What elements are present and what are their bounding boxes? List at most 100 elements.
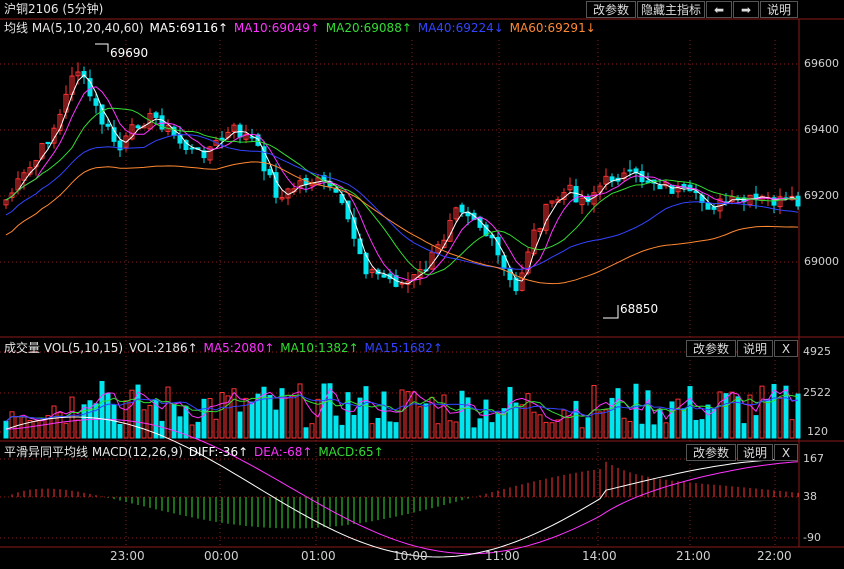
price-tick: 69000	[804, 255, 839, 268]
candle-body	[243, 133, 249, 140]
hide-main-indicator-button[interactable]: 隐藏主指标	[637, 1, 705, 18]
candle-body	[729, 196, 735, 202]
volume-bar	[771, 383, 777, 439]
volume-tick: 120	[807, 425, 828, 438]
candle-body	[441, 239, 447, 248]
candle-body	[273, 172, 279, 198]
ma-line	[5, 86, 799, 281]
candle-body	[537, 228, 543, 232]
volume-bar	[609, 397, 615, 439]
volume-bar	[243, 397, 249, 439]
volume-bar	[123, 400, 129, 439]
candle-body	[183, 140, 189, 151]
volume-bar	[501, 408, 507, 439]
candle-body	[681, 183, 687, 189]
candle-body	[453, 207, 459, 220]
macd-tick: 167	[803, 452, 824, 465]
candle-body	[609, 176, 615, 182]
time-tick: 21:00	[676, 549, 711, 563]
volume-value: VOL:2186↑	[128, 341, 198, 355]
volume-bar	[459, 390, 465, 439]
volume-bar	[621, 417, 627, 439]
macd-close-button[interactable]: X	[774, 444, 798, 461]
volume-bar	[507, 386, 513, 439]
candle-body	[45, 141, 51, 144]
volume-bar	[657, 408, 663, 439]
candle-body	[261, 146, 267, 172]
volume-bar	[279, 388, 285, 439]
scroll-right-button[interactable]: ➡	[733, 1, 759, 18]
volume-bar	[585, 417, 591, 439]
volume-bar	[735, 396, 741, 439]
candle-body	[279, 196, 285, 200]
volume-bar	[129, 389, 135, 439]
volume-ma-line	[5, 394, 799, 422]
volume-bar	[531, 411, 537, 439]
volume-bar	[57, 412, 63, 439]
volume-bar	[171, 403, 177, 439]
volume-bar	[453, 421, 459, 439]
candle-body	[87, 78, 93, 97]
high-marker	[95, 43, 109, 52]
volume-bar	[633, 383, 639, 439]
volume-bar	[477, 418, 483, 439]
volume-bar	[615, 388, 621, 439]
volume-bar	[165, 386, 171, 439]
volume-bar	[363, 386, 369, 439]
volume-bar	[393, 422, 399, 439]
candle-body	[705, 202, 711, 210]
volume-bar	[729, 391, 735, 439]
volume-bar	[483, 399, 489, 439]
volume-bar	[399, 389, 405, 439]
candle-body	[579, 197, 585, 206]
volume-bar	[387, 421, 393, 439]
volume-indicator-legend: 成交量 VOL(5,10,15) VOL:2186↑ MA5:2080↑ MA1…	[0, 339, 844, 358]
volume-bar	[519, 404, 525, 439]
volume-indicator-name: 成交量 VOL(5,10,15)	[4, 341, 124, 355]
volume-bar	[405, 391, 411, 439]
volume-bar	[99, 380, 105, 439]
volume-bar	[699, 419, 705, 439]
volume-bar	[135, 384, 141, 439]
volume-bar	[597, 411, 603, 439]
volume-bar	[639, 423, 645, 439]
volume-bar	[249, 401, 255, 439]
volume-close-button[interactable]: X	[774, 340, 798, 357]
volume-bar	[357, 397, 363, 439]
candle-body	[93, 98, 99, 106]
main-help-button[interactable]: 说明	[760, 1, 798, 18]
price-tick: 69400	[804, 123, 839, 136]
time-tick: 14:00	[582, 549, 617, 563]
macd-help-button[interactable]: 说明	[737, 444, 773, 461]
volume-params-button[interactable]: 改参数	[686, 340, 736, 357]
volume-bar	[273, 409, 279, 439]
dea-value: DEA:-68↑	[253, 445, 313, 459]
candle-body	[657, 184, 663, 190]
volume-bar	[441, 394, 447, 439]
macd-tick: -90	[803, 531, 821, 544]
volume-bar	[579, 427, 585, 439]
macd-params-button[interactable]: 改参数	[686, 444, 736, 461]
volume-bar	[495, 413, 501, 439]
volume-bar	[603, 409, 609, 439]
volume-bar	[783, 385, 789, 439]
volume-bar	[675, 398, 681, 439]
candle-body	[777, 196, 783, 208]
candle-body	[213, 139, 219, 146]
volume-tick: 2522	[803, 386, 831, 399]
candle-body	[75, 71, 81, 77]
volume-bar	[381, 391, 387, 439]
volume-bar	[141, 409, 147, 439]
dea-line	[5, 418, 799, 555]
volume-bar	[645, 390, 651, 439]
volume-help-button[interactable]: 说明	[737, 340, 773, 357]
volume-bar	[9, 411, 15, 439]
candle-body	[645, 180, 651, 183]
candle-body	[111, 127, 117, 142]
scroll-left-button[interactable]: ⬅	[706, 1, 732, 18]
vol-ma10-value: MA10:1382↑	[280, 341, 359, 355]
candle-body	[207, 146, 213, 161]
instrument-title: 沪铜2106 (5分钟)	[4, 2, 104, 16]
main-params-button[interactable]: 改参数	[586, 1, 636, 18]
